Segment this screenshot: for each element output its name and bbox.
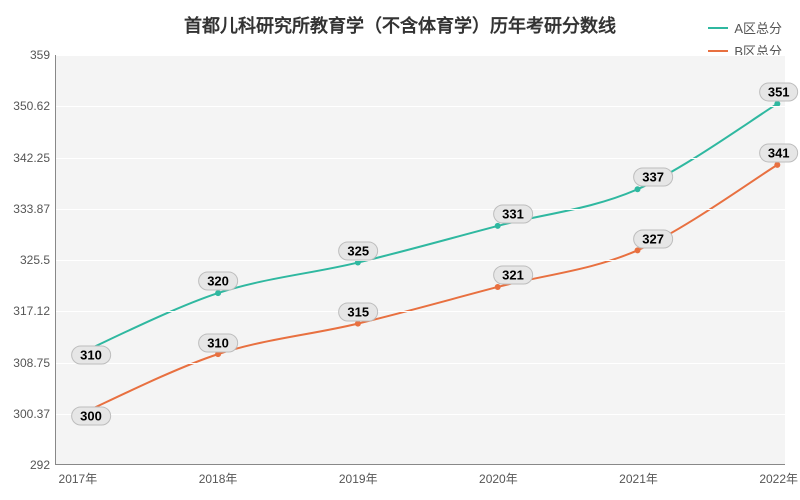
x-tick-label: 2018年 (199, 470, 238, 487)
data-label: 325 (338, 241, 378, 260)
series-marker (495, 284, 501, 290)
x-tick-label: 2021年 (619, 470, 658, 487)
chart-container: 首都儿科研究所教育学（不含体育学）历年考研分数线 A区总分 B区总分 29230… (0, 0, 800, 500)
data-label: 327 (633, 229, 673, 248)
gridline (56, 414, 785, 415)
gridline (56, 311, 785, 312)
legend-item-a: A区总分 (708, 18, 782, 37)
legend-swatch-b (708, 50, 728, 52)
gridline (56, 209, 785, 210)
y-tick-label: 325.5 (20, 253, 50, 267)
data-label: 320 (198, 272, 238, 291)
gridline (56, 158, 785, 159)
y-tick-label: 342.25 (13, 151, 50, 165)
gridline (56, 363, 785, 364)
plot-area: 292300.37308.75317.12325.5333.87342.2535… (55, 55, 785, 465)
series-marker (635, 247, 641, 253)
gridline (56, 260, 785, 261)
data-label: 321 (493, 266, 533, 285)
gridline (56, 106, 785, 107)
y-tick-label: 359 (30, 48, 50, 62)
data-label: 337 (633, 168, 673, 187)
gridline (56, 465, 785, 466)
series-marker (495, 223, 501, 229)
data-label: 331 (493, 205, 533, 224)
y-tick-label: 350.62 (13, 99, 50, 113)
x-tick-label: 2020年 (479, 470, 518, 487)
x-tick-label: 2022年 (759, 470, 798, 487)
data-label: 341 (759, 143, 799, 162)
chart-title: 首都儿科研究所教育学（不含体育学）历年考研分数线 (0, 12, 800, 38)
data-label: 300 (71, 407, 111, 426)
y-tick-label: 292 (30, 458, 50, 472)
legend-label-a: A区总分 (734, 18, 782, 37)
x-tick-label: 2019年 (339, 470, 378, 487)
data-label: 315 (338, 302, 378, 321)
gridline (56, 55, 785, 56)
series-marker (215, 290, 221, 296)
series-marker (635, 186, 641, 192)
data-label: 310 (198, 333, 238, 352)
y-tick-label: 333.87 (13, 202, 50, 216)
data-label: 351 (759, 82, 799, 101)
series-marker (774, 162, 780, 168)
series-line (78, 165, 777, 415)
y-tick-label: 317.12 (13, 304, 50, 318)
x-tick-label: 2017年 (59, 470, 98, 487)
y-tick-label: 300.37 (13, 407, 50, 421)
series-line (78, 104, 777, 354)
y-tick-label: 308.75 (13, 356, 50, 370)
series-marker (355, 321, 361, 327)
legend-swatch-a (708, 27, 728, 29)
data-label: 310 (71, 345, 111, 364)
